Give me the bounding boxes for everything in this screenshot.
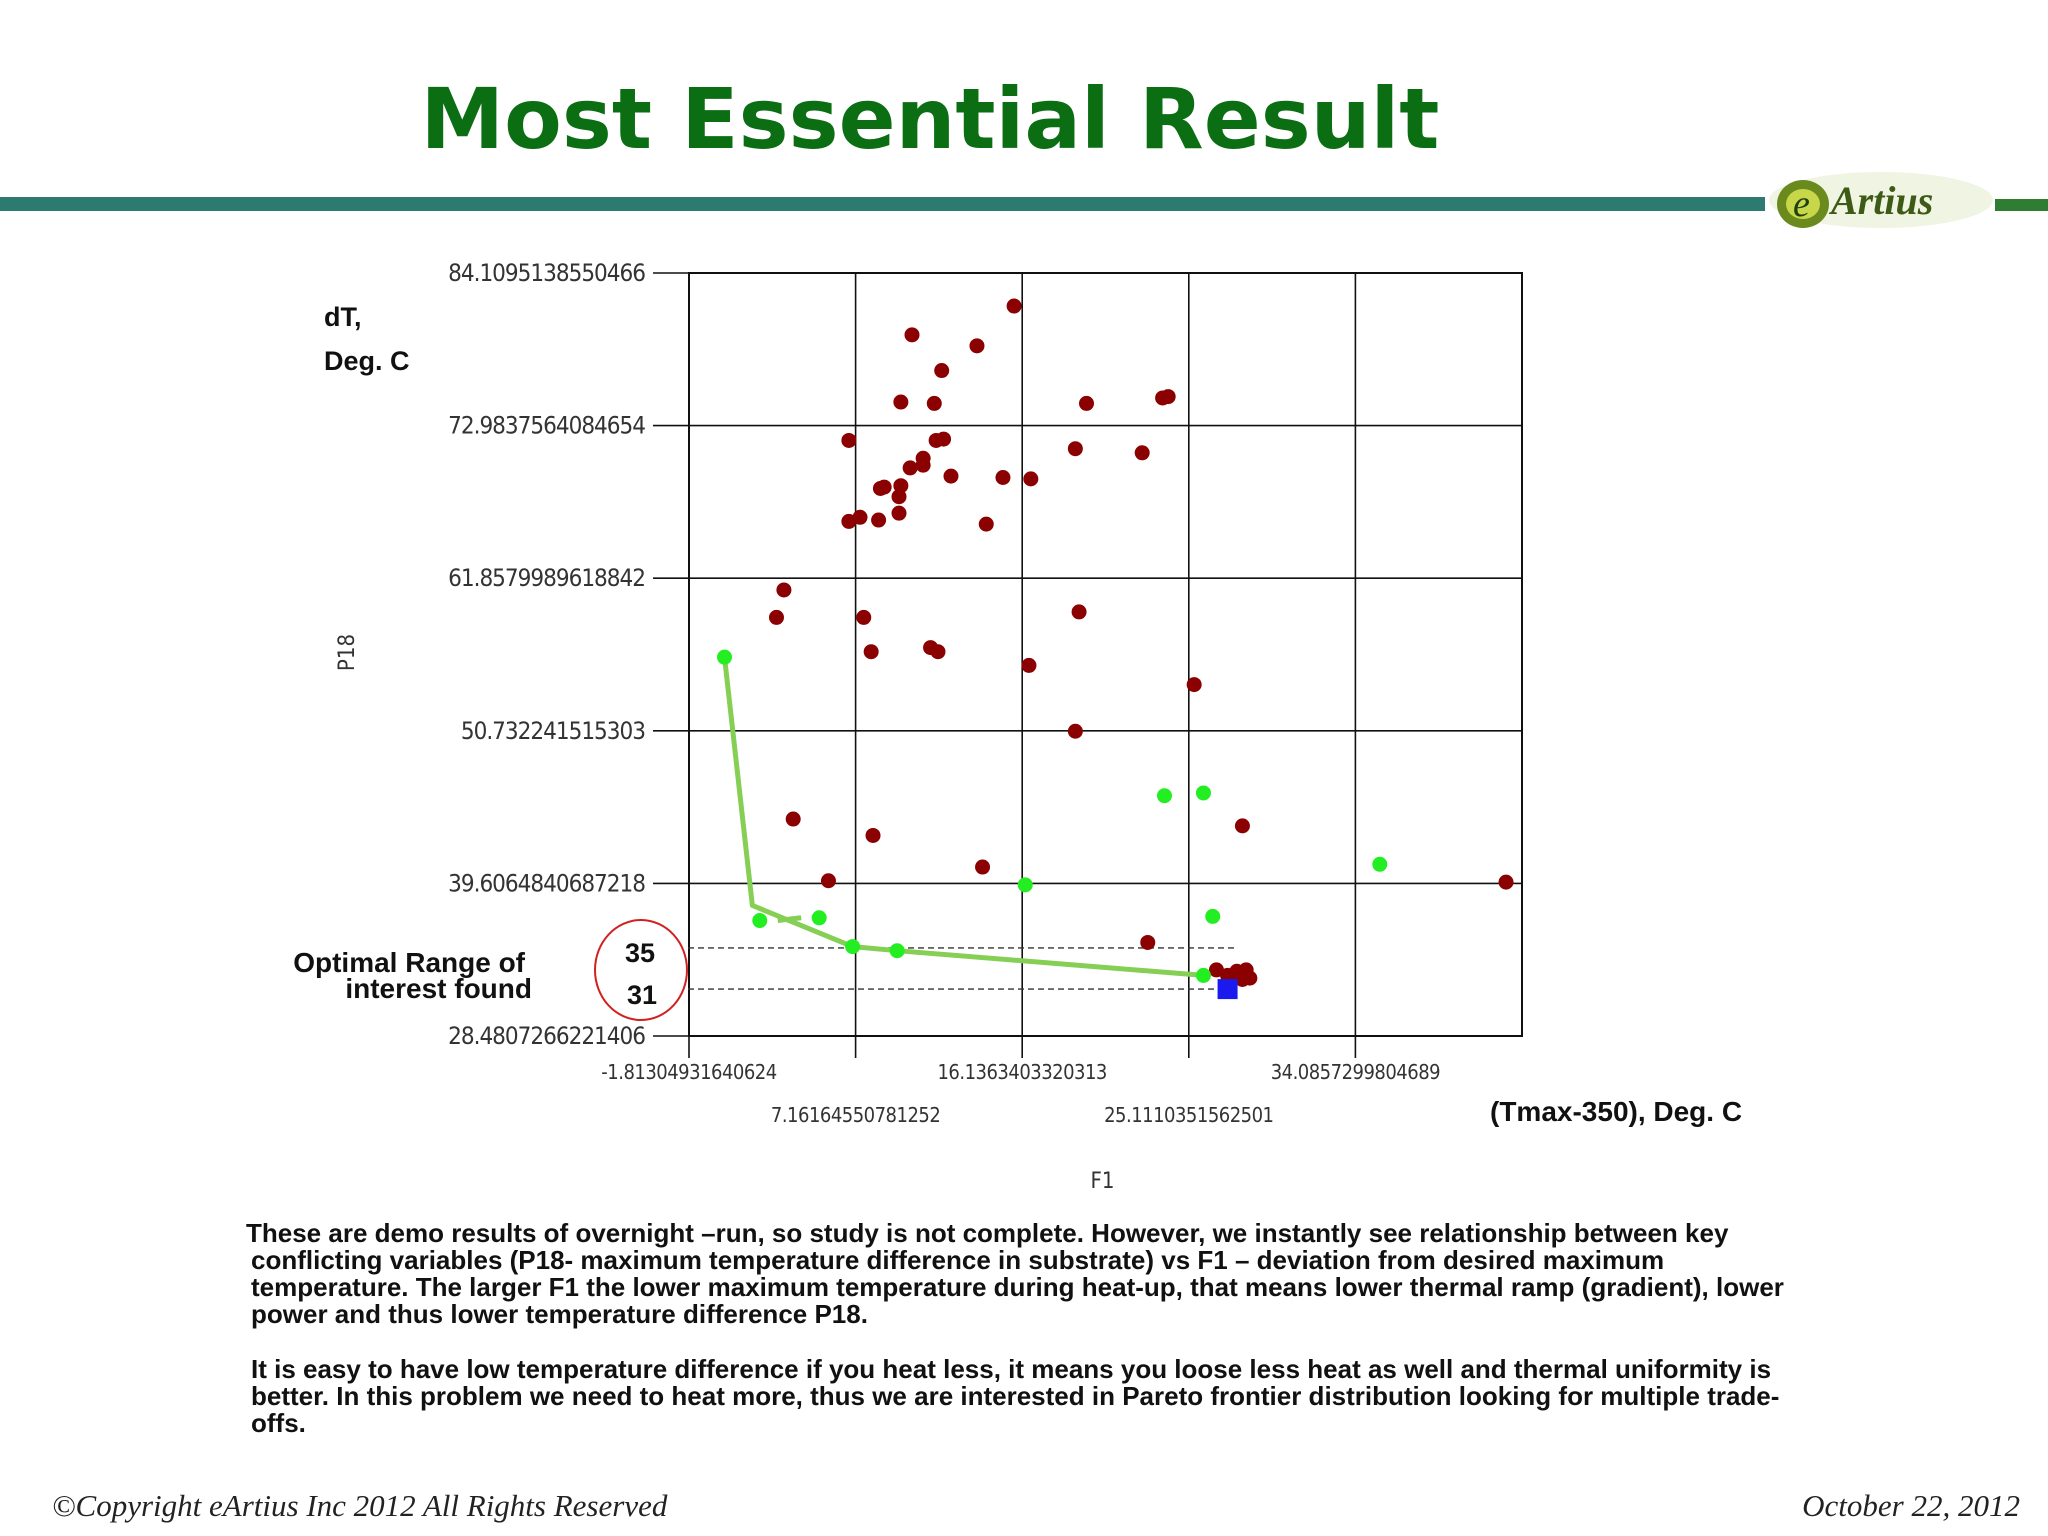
paragraph-1-line-3: temperature. The larger F1 the lower max…	[251, 1272, 1784, 1302]
dominated-point	[841, 432, 857, 448]
pareto-point	[752, 913, 768, 929]
dominated-point	[865, 827, 881, 843]
y-tick-label: 39.6064840687218	[448, 869, 645, 897]
dominated-point	[856, 609, 872, 625]
best-point	[1217, 979, 1238, 1000]
dominated-point	[852, 509, 868, 525]
pareto-point	[845, 939, 861, 955]
paragraph-1-line-4: power and thus lower temperature differe…	[251, 1299, 868, 1329]
dominated-point	[1160, 389, 1176, 405]
x-tick-label: -1.81304931640624	[601, 1060, 776, 1084]
x-unit-label: (Tmax-350), Deg. C	[1490, 1096, 1743, 1127]
dominated-point	[1208, 962, 1224, 978]
dominated-point	[1078, 395, 1094, 411]
dominated-point	[934, 363, 950, 379]
pareto-point	[717, 649, 733, 665]
dominated-point	[1234, 818, 1250, 834]
paragraph-1-line-1: These are demo results of overnight –run…	[246, 1218, 1729, 1248]
dominated-point	[768, 609, 784, 625]
dominated-point	[1186, 677, 1202, 693]
footer-date: October 22, 2012	[1802, 1488, 2020, 1523]
dominated-point	[1023, 471, 1039, 487]
pareto-point	[1205, 908, 1221, 924]
dominated-point	[1140, 934, 1156, 950]
dominated-point	[915, 457, 931, 473]
header-rule	[0, 197, 1765, 211]
y-tick-label: 28.4807266221406	[448, 1022, 645, 1050]
pareto-point	[1195, 785, 1211, 801]
dominated-point	[893, 394, 909, 410]
pareto-point	[811, 910, 827, 926]
pareto-frontier-segment	[777, 915, 802, 924]
y-axis-title: P18	[335, 634, 360, 671]
dominated-point	[1067, 723, 1083, 739]
dominated-point	[969, 338, 985, 354]
y-tick-label: 61.8579989618842	[448, 564, 645, 592]
dominated-point	[1006, 298, 1022, 314]
dominated-point	[776, 582, 792, 598]
dominated-point	[891, 489, 907, 505]
pareto-point	[1156, 788, 1172, 804]
svg-text:Artius: Artius	[1828, 178, 1933, 223]
dominated-point	[872, 480, 888, 496]
x-axis-title: F1	[1091, 1169, 1115, 1194]
circle-value-upper: 35	[625, 938, 656, 968]
dominated-point	[943, 468, 959, 484]
optimal-range-circle	[594, 919, 688, 1021]
dominated-point	[820, 873, 836, 889]
dominated-point	[1234, 972, 1250, 988]
dominated-point	[1067, 441, 1083, 457]
optimal-range-label-line1: Optimal Range of	[293, 947, 525, 978]
pareto-point	[1017, 877, 1033, 893]
dominated-point	[936, 431, 952, 447]
y-tick-label: 50.732241515303	[461, 717, 645, 745]
x-tick-label: 34.0857299804689	[1271, 1060, 1440, 1084]
dominated-point	[1071, 604, 1087, 620]
y-unit-line2: Deg. C	[324, 346, 410, 376]
pareto-point	[1195, 967, 1211, 983]
circle-value-lower: 31	[627, 980, 658, 1010]
header-rule-right	[1995, 199, 2048, 211]
dominated-point	[978, 516, 994, 532]
dominated-point	[891, 505, 907, 521]
svg-text:e: e	[1793, 183, 1810, 225]
dominated-point	[785, 811, 801, 827]
pareto-point	[889, 943, 905, 959]
description-paragraph-1: These are demo results of overnight –run…	[246, 1220, 1966, 1328]
dominated-point	[995, 469, 1011, 485]
pareto-point	[1372, 856, 1388, 872]
paragraph-1-line-2: conflicting variables (P18- maximum temp…	[251, 1245, 1665, 1275]
x-tick-label: 25.1110351562501	[1104, 1103, 1273, 1127]
dominated-point	[871, 512, 887, 528]
paragraph-2-line-1: It is easy to have low temperature diffe…	[251, 1354, 1772, 1384]
dominated-point	[975, 859, 991, 875]
dominated-point	[902, 460, 918, 476]
dominated-point	[926, 395, 942, 411]
eartius-logo: e Artius	[1769, 172, 1993, 228]
y-unit-line1: dT,	[324, 302, 362, 332]
x-tick-label: 16.1363403320313	[937, 1060, 1106, 1084]
x-tick-label: 7.16164550781252	[771, 1103, 940, 1127]
dominated-point	[904, 327, 920, 343]
paragraph-2-line-2: better. In this problem we need to heat …	[251, 1381, 1780, 1411]
dominated-point	[1498, 874, 1514, 890]
dominated-point	[1021, 657, 1037, 673]
dominated-point	[930, 644, 946, 660]
optimal-range-label-line2: interest found	[345, 973, 532, 1004]
dominated-point	[1134, 445, 1150, 461]
paragraph-2-line-3: offs.	[251, 1408, 306, 1438]
y-tick-label: 84.1095138550466	[448, 259, 645, 287]
dominated-point	[863, 644, 879, 660]
footer-copyright: ©Copyright eArtius Inc 2012 All Rights R…	[52, 1488, 668, 1523]
y-tick-label: 72.9837564084654	[448, 412, 645, 440]
slide-title: Most Essential Result	[420, 70, 1440, 168]
description-paragraph-2: It is easy to have low temperature diffe…	[251, 1356, 1971, 1437]
